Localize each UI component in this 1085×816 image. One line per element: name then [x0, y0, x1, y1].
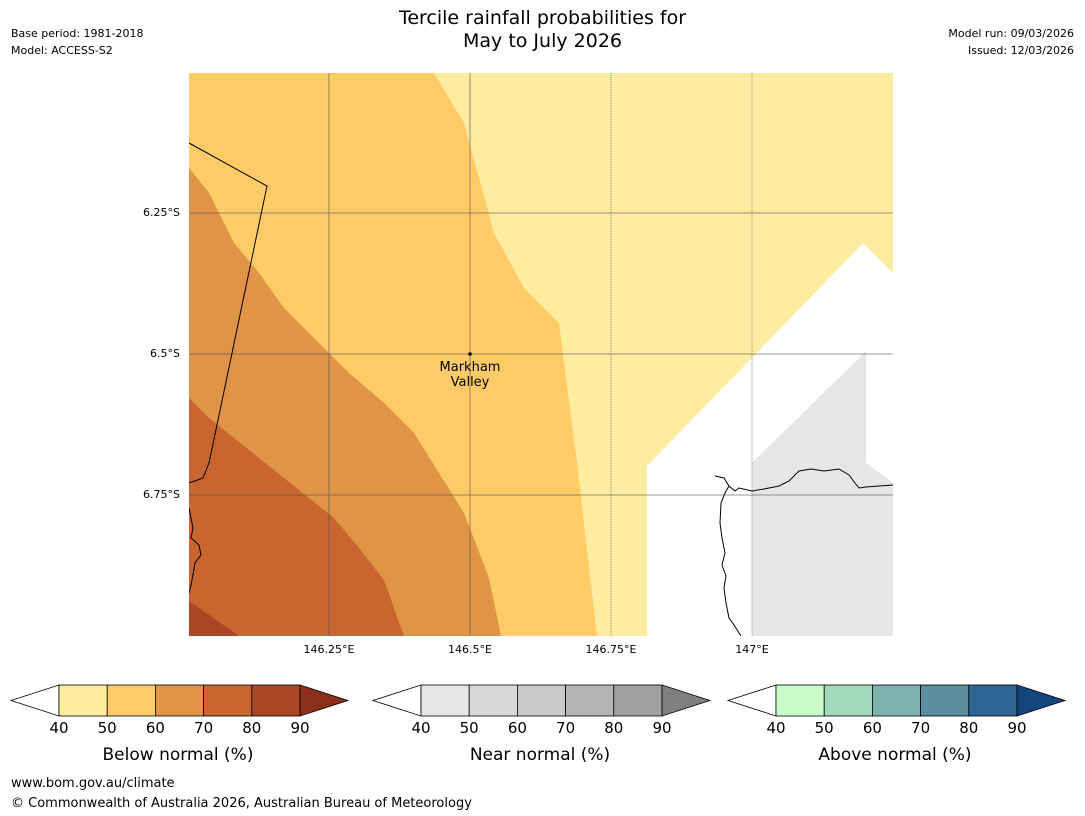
- below-legend-segment-4: [203, 684, 253, 717]
- legend-above-title: Above normal (%): [818, 745, 972, 765]
- near-legend-tick: 40: [411, 719, 431, 737]
- markham-valley-marker: [468, 352, 472, 356]
- below-legend-tick: 50: [97, 719, 117, 737]
- title-line-1: Tercile rainfall probabilities for: [398, 7, 687, 29]
- near-legend-tick: 60: [507, 719, 527, 737]
- above-legend-tick: 60: [862, 719, 882, 737]
- probability-map: [189, 73, 893, 636]
- near-legend-segment-1: [420, 684, 470, 717]
- map-zone-70-80: [189, 398, 404, 636]
- legend-below-title: Below normal (%): [102, 745, 254, 765]
- below-legend-tick: 80: [242, 719, 262, 737]
- near-legend-over-extension: [661, 684, 712, 717]
- place-label-markham-valley: Markham Valley: [439, 360, 501, 390]
- lon-label-146-75: 146.75°E: [585, 643, 637, 656]
- issued-date: Issued: 12/03/2026: [967, 44, 1074, 57]
- below-legend-tick: 40: [49, 719, 69, 737]
- lat-label-6-25: 6.25°S: [143, 206, 180, 219]
- map-zone-40-50: [434, 73, 893, 636]
- model-run: Model run: 09/03/2026: [948, 27, 1074, 40]
- below-legend-segment-3: [154, 684, 204, 717]
- legend-near-normal-bar: [371, 684, 712, 717]
- base-period: Base period: 1981-2018: [11, 27, 144, 40]
- lat-label-6-75: 6.75°S: [143, 488, 180, 501]
- legend-below-normal-bar: [9, 684, 350, 717]
- model-name: Model: ACCESS-S2: [11, 44, 113, 57]
- above-legend-segment-4: [920, 684, 970, 717]
- meta-left: Base period: 1981-2018 Model: ACCESS-S2: [11, 25, 143, 59]
- above-legend-tick: 70: [911, 719, 931, 737]
- legend-above-normal-bar: [726, 684, 1067, 717]
- coastline-east: [714, 468, 893, 492]
- near-legend-segment-5: [613, 684, 663, 717]
- lon-label-146-25: 146.25°E: [303, 643, 355, 656]
- below-legend-tick: 70: [194, 719, 214, 737]
- near-legend-under-extension: [371, 684, 422, 717]
- footer-copyright: © Commonwealth of Australia 2026, Austra…: [11, 796, 472, 811]
- below-legend-under-extension: [9, 684, 60, 717]
- map-zone-near-40-50: [752, 351, 893, 636]
- chart-title: Tercile rainfall probabilities for May t…: [0, 7, 1085, 53]
- meta-right: Model run: 09/03/2026 Issued: 12/03/2026: [948, 25, 1074, 59]
- above-legend-segment-1: [775, 684, 825, 717]
- near-legend-tick: 70: [556, 719, 576, 737]
- above-legend-segment-3: [871, 684, 921, 717]
- above-legend-segment-2: [823, 684, 873, 717]
- above-legend-over-extension: [1016, 684, 1067, 717]
- below-legend-segment-5: [251, 684, 301, 717]
- below-legend-tick: 90: [290, 719, 310, 737]
- near-legend-segment-3: [516, 684, 566, 717]
- below-legend-tick: 60: [145, 719, 165, 737]
- footer-url[interactable]: www.bom.gov.au/climate: [11, 776, 175, 791]
- below-legend-over-extension: [299, 684, 350, 717]
- legend-colorbars: [9, 684, 1067, 717]
- above-legend-tick: 50: [814, 719, 834, 737]
- near-legend-tick: 50: [459, 719, 479, 737]
- above-legend-segment-5: [968, 684, 1018, 717]
- map-zone-80-90: [189, 601, 239, 636]
- province-border: [189, 142, 268, 484]
- coastline-west: [189, 507, 202, 594]
- near-legend-segment-2: [468, 684, 518, 717]
- below-legend-segment-1: [58, 684, 108, 717]
- above-legend-under-extension: [726, 684, 777, 717]
- coastline-gulf: [719, 485, 742, 636]
- map-gridlines: [189, 73, 893, 636]
- near-legend-segment-4: [565, 684, 615, 717]
- lat-label-6-5: 6.5°S: [150, 347, 180, 360]
- above-legend-tick: 90: [1007, 719, 1027, 737]
- below-legend-segment-2: [106, 684, 156, 717]
- legend-near-title: Near normal (%): [469, 745, 611, 765]
- near-legend-tick: 90: [652, 719, 672, 737]
- lon-label-147: 147°E: [735, 643, 769, 656]
- lon-label-146-5: 146.5°E: [448, 643, 492, 656]
- above-legend-tick: 40: [766, 719, 786, 737]
- above-legend-tick: 80: [959, 719, 979, 737]
- near-legend-tick: 80: [604, 719, 624, 737]
- title-line-2: May to July 2026: [463, 30, 622, 52]
